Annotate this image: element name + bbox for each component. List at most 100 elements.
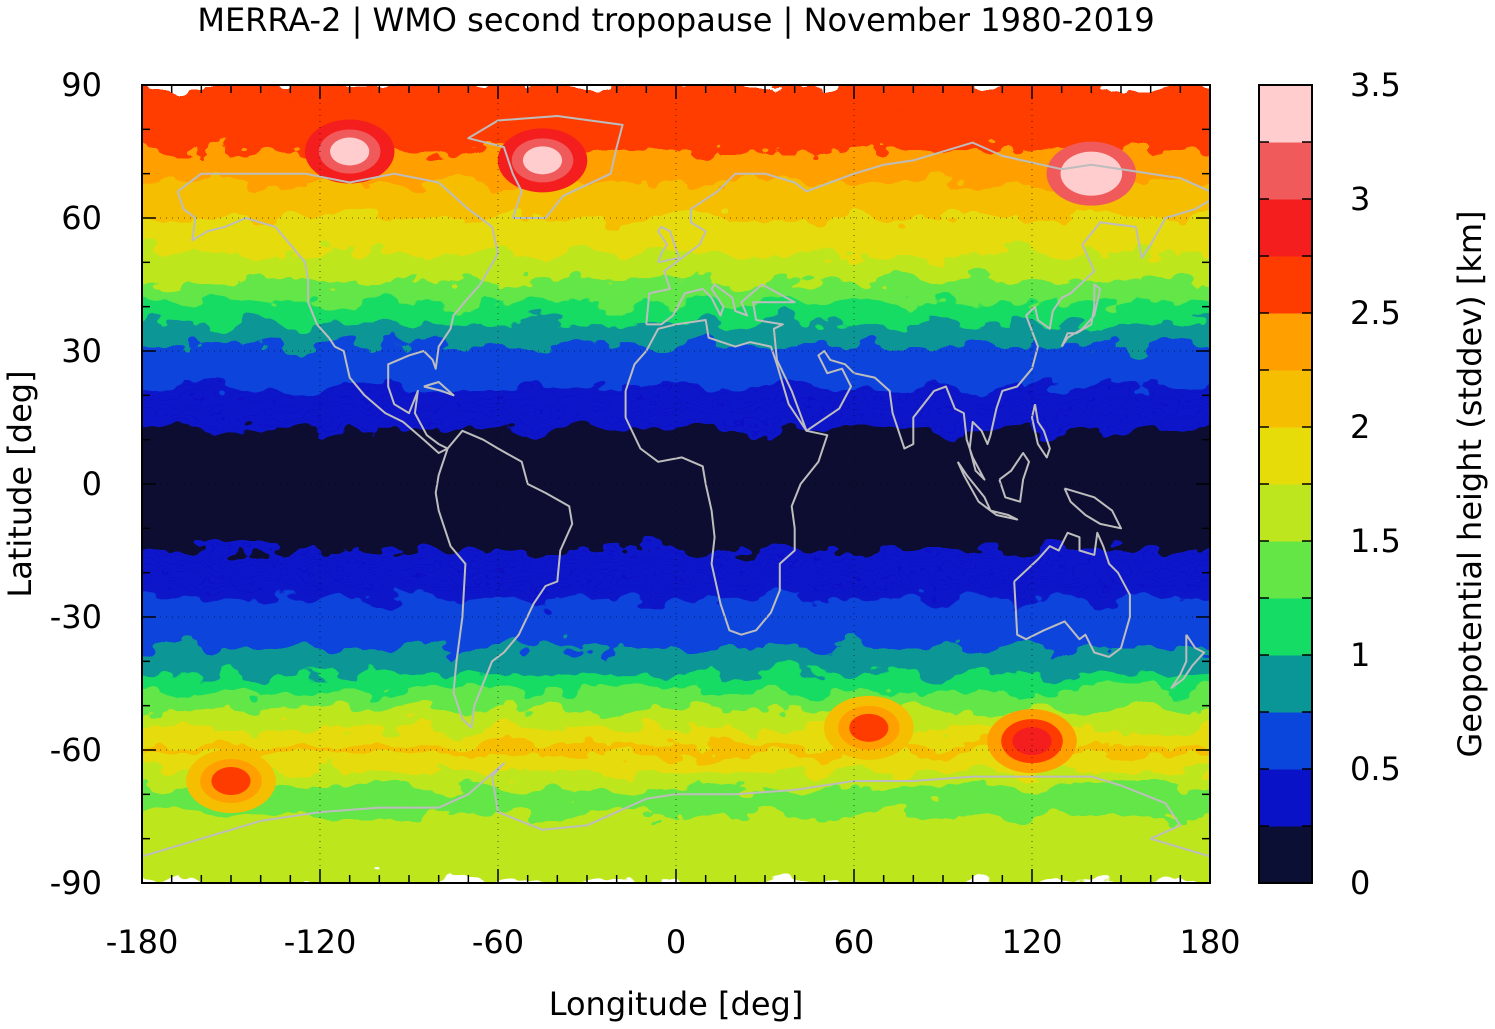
heatmap-features: [186, 119, 1137, 814]
heatmap-band: [142, 111, 1210, 117]
heatmap-band: [142, 372, 1210, 379]
map-plot: [142, 85, 1210, 883]
heatmap-band: [142, 261, 1210, 268]
colorbar-swatch: [1259, 712, 1312, 770]
heatmap-band: [142, 638, 1210, 645]
coastline: [1013, 531, 1131, 658]
heatmap-band: [142, 146, 1210, 153]
y-tick-label: -60: [50, 731, 102, 769]
heatmap-band: [142, 793, 1210, 800]
heatmap-band: [142, 119, 1210, 126]
x-tick-label: 180: [1179, 923, 1240, 961]
coastline: [646, 199, 1210, 481]
heatmap-band: [142, 705, 1210, 711]
heatmap-band: [142, 607, 1210, 614]
heatmap-band: [142, 842, 1210, 849]
heatmap-band: [142, 696, 1210, 702]
colorbar-swatch: [1259, 199, 1312, 257]
heatmap-band: [142, 257, 1210, 264]
heatmap-band: [142, 620, 1210, 627]
heatmap-band: [142, 443, 1210, 450]
heatmap-band: [142, 142, 1210, 148]
heatmap-band: [142, 359, 1210, 365]
heatmap-band: [142, 97, 1210, 104]
colorbar-swatch: [1259, 85, 1312, 143]
grid-lines: [142, 85, 1210, 883]
coastline: [1060, 283, 1102, 348]
heatmap-band: [142, 350, 1210, 357]
heatmap-band: [142, 151, 1210, 157]
heatmap-band: [142, 474, 1210, 481]
heatmap-band: [142, 807, 1210, 813]
heatmap-band: [142, 102, 1210, 108]
coastline: [998, 452, 1030, 503]
heatmap-band: [142, 780, 1210, 787]
heatmap-band: [142, 811, 1210, 818]
heatmap-band: [142, 155, 1210, 162]
colorbar-swatch: [1259, 826, 1312, 884]
x-tick-label: -60: [472, 923, 524, 961]
heatmap-band: [142, 470, 1210, 476]
heatmap-band: [142, 288, 1210, 295]
heatmap-band: [142, 217, 1210, 224]
heatmap-band: [142, 421, 1210, 428]
coastline: [423, 381, 455, 397]
heatmap-band: [142, 714, 1210, 720]
heatmap-band: [142, 510, 1210, 516]
heatmap-band: [142, 625, 1210, 631]
heatmap-band: [142, 408, 1210, 414]
heatmap-band: [142, 554, 1210, 561]
coastline: [142, 762, 1210, 858]
colorbar: [1259, 85, 1312, 884]
heatmap-band: [142, 629, 1210, 636]
heatmap-band: [142, 665, 1210, 671]
heatmap-band: [142, 465, 1210, 472]
heatmap-hotspot: [330, 137, 370, 166]
heatmap-band: [142, 789, 1210, 796]
heatmap-band: [142, 660, 1210, 667]
heatmap-band: [142, 390, 1210, 397]
heatmap-band: [142, 270, 1210, 277]
heatmap-band: [142, 851, 1210, 858]
heatmap-band: [142, 829, 1210, 835]
heatmap-band: [142, 337, 1210, 343]
x-tick-label: -120: [284, 923, 357, 961]
colorbar-tick-label: 3: [1350, 180, 1370, 218]
heatmap-band: [142, 439, 1210, 445]
heatmap-band: [142, 266, 1210, 272]
heatmap-band: [142, 558, 1210, 565]
heatmap-band: [142, 589, 1210, 596]
y-tick-label: 90: [61, 66, 102, 104]
heatmap-band: [142, 541, 1210, 547]
colorbar-tick-label: 2.5: [1350, 294, 1401, 332]
heatmap-band: [142, 545, 1210, 552]
heatmap-band: [142, 536, 1210, 543]
colorbar-swatch: [1259, 655, 1312, 713]
coastline: [989, 509, 1019, 521]
heatmap-band: [142, 221, 1210, 228]
coastline: [176, 172, 499, 454]
colorbar-swatch: [1259, 541, 1312, 599]
heatmap-band: [142, 824, 1210, 831]
y-tick-label: 30: [61, 332, 102, 370]
heatmap-band: [142, 847, 1210, 853]
heatmap-band: [142, 452, 1210, 459]
heatmap-band: [142, 691, 1210, 698]
heatmap-band: [142, 643, 1210, 649]
chart-title: MERRA-2 | WMO second tropopause | Novemb…: [197, 1, 1154, 39]
coastline: [1063, 487, 1122, 530]
heatmap-band: [142, 186, 1210, 193]
colorbar-swatch: [1259, 256, 1312, 314]
heatmap-band: [142, 527, 1210, 534]
y-axis-ticks: [142, 84, 1210, 884]
coastlines: [142, 115, 1210, 858]
heatmap-hotspot: [849, 713, 889, 742]
heatmap-band: [142, 594, 1210, 600]
coastline: [1170, 634, 1206, 689]
heatmap-band: [142, 776, 1210, 782]
x-tick-label: 0: [666, 923, 686, 961]
heatmap-band: [142, 647, 1210, 654]
heatmap-band: [142, 762, 1210, 769]
heatmap-hotspot: [211, 767, 251, 796]
